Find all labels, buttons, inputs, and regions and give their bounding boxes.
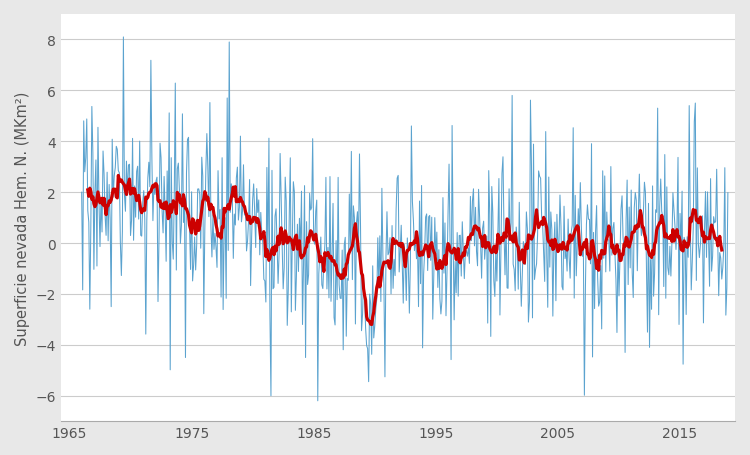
Y-axis label: Superficie nevada Hem. N. (MKm²): Superficie nevada Hem. N. (MKm²): [15, 91, 30, 345]
